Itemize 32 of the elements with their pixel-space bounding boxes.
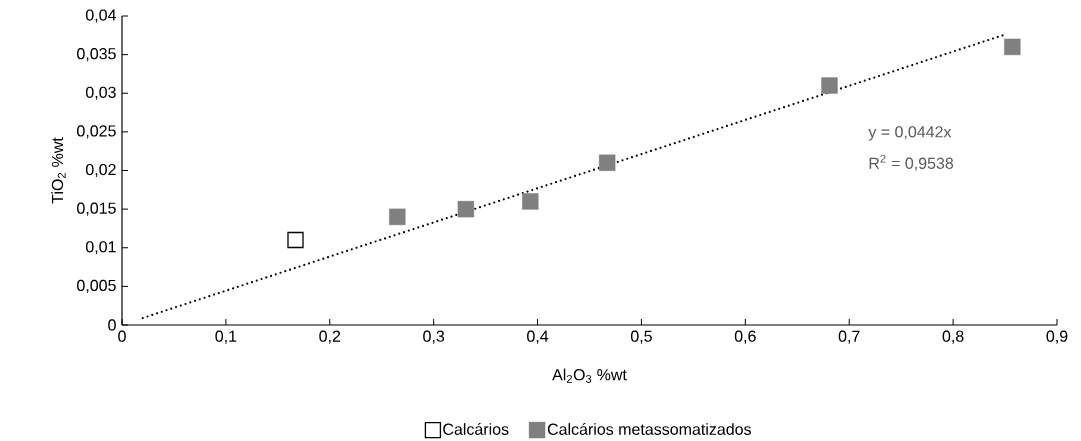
- y-tick-label: 0: [108, 319, 116, 331]
- x-tick-label: 0,6: [734, 330, 756, 344]
- point: [821, 77, 838, 94]
- x-tick-label: 0,2: [319, 330, 341, 344]
- annotation: y = 0,0442x: [868, 126, 952, 141]
- point: [287, 231, 304, 249]
- x-tick-label: 0,9: [1046, 330, 1068, 344]
- y-tick-label: 0,015: [77, 202, 116, 216]
- y-tick-label: 0,03: [85, 86, 116, 100]
- legend-label: Calcários: [443, 422, 509, 435]
- point: [598, 154, 616, 171]
- point: [457, 200, 475, 218]
- y-axis-title: TiO$_{2}$ %wt: [51, 137, 66, 204]
- point: [522, 193, 539, 210]
- legend-label: Calcários metassomatizados: [547, 422, 751, 435]
- x-tick-label: 0,1: [215, 330, 237, 344]
- annotation: R$^{2}$ = 0,9538: [869, 154, 954, 171]
- x-tick-label: 0,3: [423, 330, 445, 344]
- y-tick-label: 0,04: [85, 9, 117, 23]
- x-tick-label: 0,5: [630, 330, 652, 344]
- y-tick-label: 0,005: [77, 279, 116, 293]
- y-tick-label: 0,02: [85, 163, 116, 178]
- y-tick-label: 0,035: [77, 48, 116, 62]
- point: [389, 208, 406, 226]
- x-tick-label: 0,7: [838, 330, 860, 344]
- y-tick-label: 0,025: [77, 125, 116, 139]
- point: [1004, 38, 1021, 56]
- x-tick-label: 0,8: [942, 330, 964, 344]
- x-axis-title: Al$_{2}$O$_{3}$ %wt: [552, 368, 627, 383]
- y-tick-label: 0,01: [85, 241, 116, 255]
- x-tick-label: 0,4: [527, 330, 549, 344]
- x-tick-label: 0: [118, 330, 126, 342]
